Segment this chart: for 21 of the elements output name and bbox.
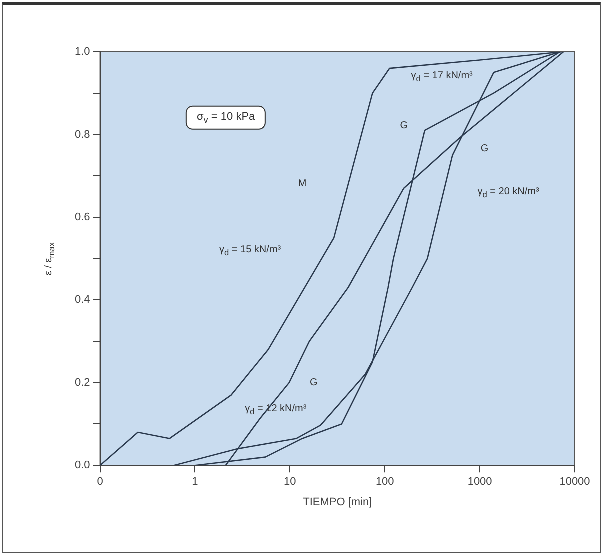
- y-tick-label: 0.6: [74, 211, 90, 224]
- annotation: γ$_{d}$ = 17 kN/m³: [411, 70, 473, 84]
- x-tick-label: 1000: [468, 476, 492, 488]
- annotation: γ$_{d}$ = 15 kN/m³: [219, 244, 282, 258]
- y-tick-label: 1.0: [74, 46, 90, 58]
- x-tick-label: 100: [376, 476, 394, 488]
- x-tick-label: 0: [97, 476, 104, 488]
- x-tick-label: 10000: [560, 476, 590, 488]
- y-tick-label: 0.8: [74, 128, 90, 141]
- annotation: M: [298, 178, 307, 190]
- x-tick-label: 1: [192, 476, 198, 488]
- y-tick-label: 0.2: [74, 376, 90, 389]
- annotation: G: [310, 377, 318, 388]
- annotation: σ$_{v}$ = 10 kPa: [186, 106, 266, 130]
- annotation: G: [400, 120, 408, 132]
- x-tick-label: 10: [284, 476, 296, 488]
- y-tick-label: 0.4: [74, 294, 90, 306]
- annotation: γ$_{d}$ = 20 kN/m³: [478, 186, 540, 200]
- annotation: G: [480, 144, 489, 155]
- x-axis-title: TIEMPO [min]: [303, 496, 372, 508]
- y-tick-label: 0.0: [74, 460, 90, 472]
